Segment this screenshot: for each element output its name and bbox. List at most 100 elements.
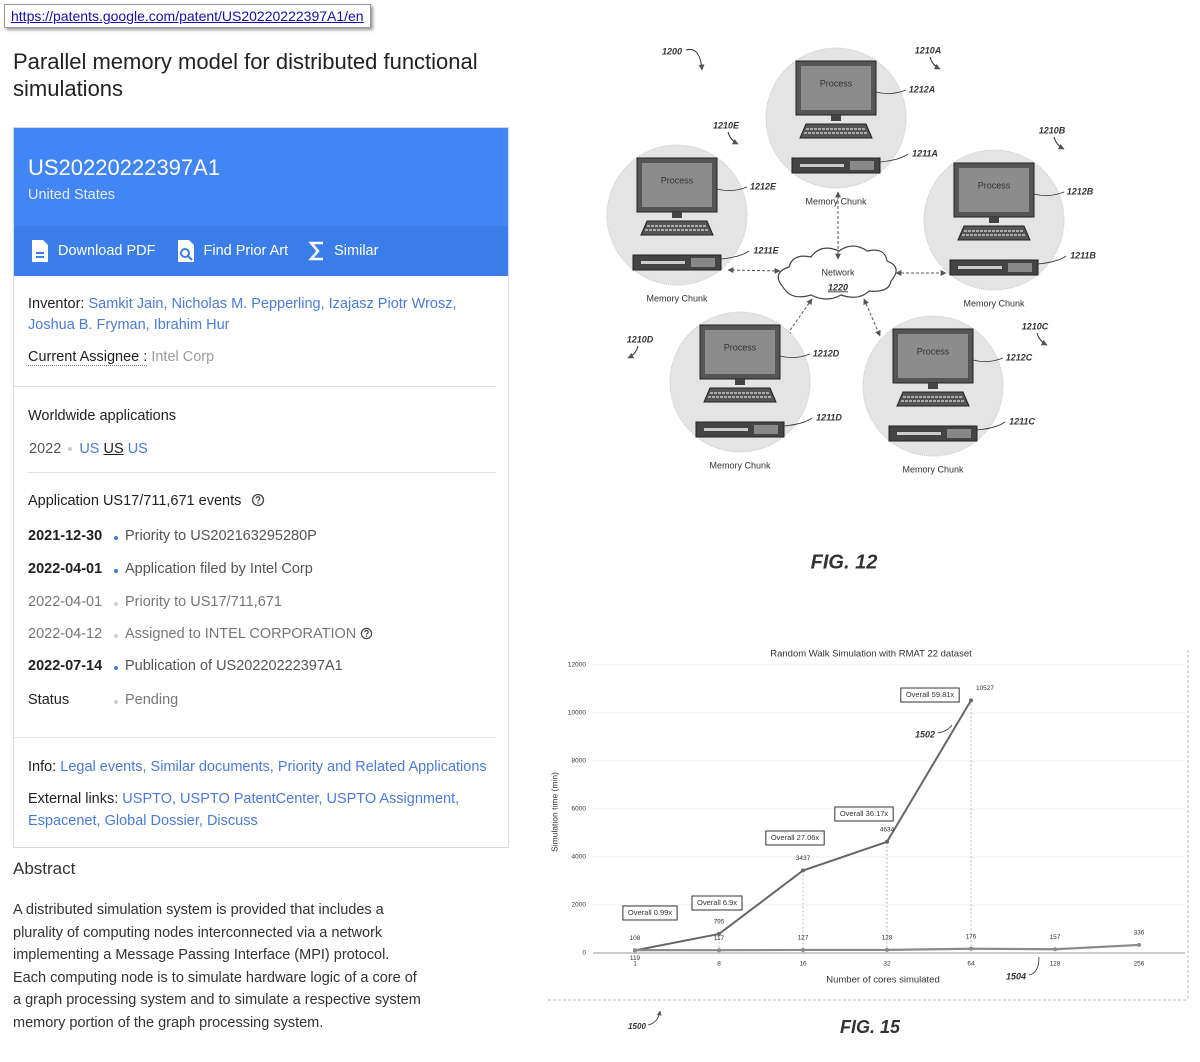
assignee: Intel Corp — [151, 349, 215, 365]
leader — [720, 250, 750, 260]
annotation-box — [622, 905, 678, 921]
annotation: Overall 0.99x — [628, 908, 672, 917]
figure-caption: FIG. 12 — [811, 551, 878, 573]
node — [765, 47, 909, 189]
leader — [875, 89, 907, 94]
y-tick-label: 2000 — [572, 902, 587, 909]
leader — [783, 417, 813, 427]
event-text: Priority to US202163295280P — [125, 528, 317, 544]
link[interactable]: Ibrahim Hur — [153, 317, 230, 333]
point — [717, 931, 721, 936]
bullet — [114, 634, 118, 638]
download-pdf-button[interactable]: Download PDF — [30, 239, 156, 263]
data-label: 10527 — [976, 685, 994, 692]
link[interactable]: Espacenet, — [28, 813, 101, 829]
prior-art-icon — [177, 240, 194, 262]
assignee-row: Current Assignee : Intel Corp — [28, 347, 214, 368]
figure-ref: 1500 — [628, 1022, 646, 1031]
link[interactable]: Global Dossier, — [104, 813, 203, 829]
node-ref: 1210E — [713, 120, 740, 130]
ref-arrow — [1053, 136, 1065, 150]
link[interactable]: USPTO Assignment, — [326, 791, 460, 807]
memory-panel — [947, 429, 971, 438]
link[interactable]: USPTO PatentCenter, — [180, 791, 323, 807]
event-text: Publication of US20220222397A1 — [125, 658, 343, 674]
leader — [1028, 956, 1040, 976]
link[interactable]: Izajasz Piotr Wrosz, — [328, 296, 457, 312]
stand — [831, 115, 841, 121]
process-ref: 1212B — [1067, 186, 1094, 196]
stand — [928, 383, 938, 389]
ref-arrow — [929, 56, 941, 70]
memory-ref: 1211C — [1009, 416, 1035, 426]
country-link[interactable]: US — [127, 441, 148, 457]
annotation: Overall 6.9x — [697, 898, 737, 907]
y-tick-label: 10000 — [568, 710, 586, 717]
divider — [14, 386, 496, 387]
action-bar: Download PDF Find Prior Art Similar — [14, 226, 508, 276]
country-current: US — [103, 441, 124, 457]
data-label: 108 — [630, 935, 641, 942]
link[interactable]: Nicholas M. Pepperling, — [171, 296, 325, 312]
memory-panel — [754, 425, 778, 434]
link[interactable]: Priority and Related Applications — [277, 759, 487, 775]
find-prior-art-button[interactable]: Find Prior Art — [176, 239, 288, 263]
memory-panel — [1008, 263, 1032, 272]
process-label: Process — [724, 342, 757, 352]
memory-slot — [958, 266, 1002, 269]
memory-label: Memory Chunk — [902, 464, 964, 474]
point — [969, 946, 973, 951]
link[interactable]: Similar documents, — [150, 759, 274, 775]
external-label: External links: — [28, 791, 119, 807]
link[interactable]: USPTO, — [122, 791, 177, 807]
button-label: Similar — [334, 243, 379, 259]
memory-ref: 1211E — [753, 245, 779, 255]
external-links: External links: USPTO, USPTO PatentCente… — [28, 788, 459, 832]
node-ref: 1210A — [915, 45, 942, 55]
patent-card: US20220222397A1 United States Download P… — [13, 127, 509, 848]
link[interactable]: Discuss — [206, 813, 258, 829]
memory-label: Memory Chunk — [646, 293, 708, 303]
link[interactable]: Legal events, — [60, 759, 147, 775]
url-bar[interactable]: https://patents.google.com/patent/US2022… — [4, 4, 371, 28]
y-tick-label: 6000 — [572, 806, 587, 813]
annotation: Overall 59.81x — [906, 690, 955, 699]
keys — [708, 392, 772, 398]
leader — [937, 724, 953, 734]
abstract-line: Each computing node is to simulate hardw… — [13, 969, 417, 986]
abstract-heading: Abstract — [13, 859, 76, 878]
help-icon[interactable] — [360, 627, 373, 640]
point — [1053, 947, 1057, 952]
data-label: 3437 — [796, 855, 811, 862]
y-tick-label: 0 — [582, 950, 586, 957]
similar-button[interactable]: Similar — [308, 240, 378, 262]
x-tick-label: 128 — [1050, 961, 1061, 968]
event-text: Priority to US17/711,671 — [125, 594, 282, 610]
inventors: Inventor: Samkit Jain, Nicholas M. Peppe… — [28, 294, 457, 336]
x-axis-label: Number of cores simulated — [826, 975, 940, 986]
country-link[interactable]: US — [79, 441, 100, 457]
network-label: Network — [821, 267, 855, 277]
screen — [959, 168, 1029, 212]
memory-label: Memory Chunk — [709, 460, 771, 470]
x-tick-label: 256 — [1134, 961, 1145, 968]
annotation-box — [834, 806, 894, 822]
memory-label: Memory Chunk — [805, 196, 867, 206]
point — [969, 698, 973, 703]
help-icon[interactable] — [251, 493, 265, 507]
memory-ref: 1211B — [1070, 250, 1096, 260]
leader — [1037, 255, 1067, 265]
point — [801, 868, 805, 873]
chart-title: Random Walk Simulation with RMAT 22 data… — [770, 649, 972, 660]
link[interactable]: Samkit Jain, — [88, 296, 168, 312]
leader — [1033, 191, 1065, 196]
events-heading-row: Application US17/711,671 events — [28, 491, 265, 512]
link[interactable]: Joshua B. Fryman, — [28, 317, 150, 333]
figure-ref: 1200 — [662, 46, 682, 56]
keyboard — [957, 225, 1031, 241]
x-tick-label: 64 — [967, 961, 975, 968]
link-arrow — [727, 267, 781, 274]
network-cloud — [777, 245, 897, 300]
data-label: 157 — [1050, 934, 1061, 941]
memory-ref: 1211A — [912, 148, 938, 158]
